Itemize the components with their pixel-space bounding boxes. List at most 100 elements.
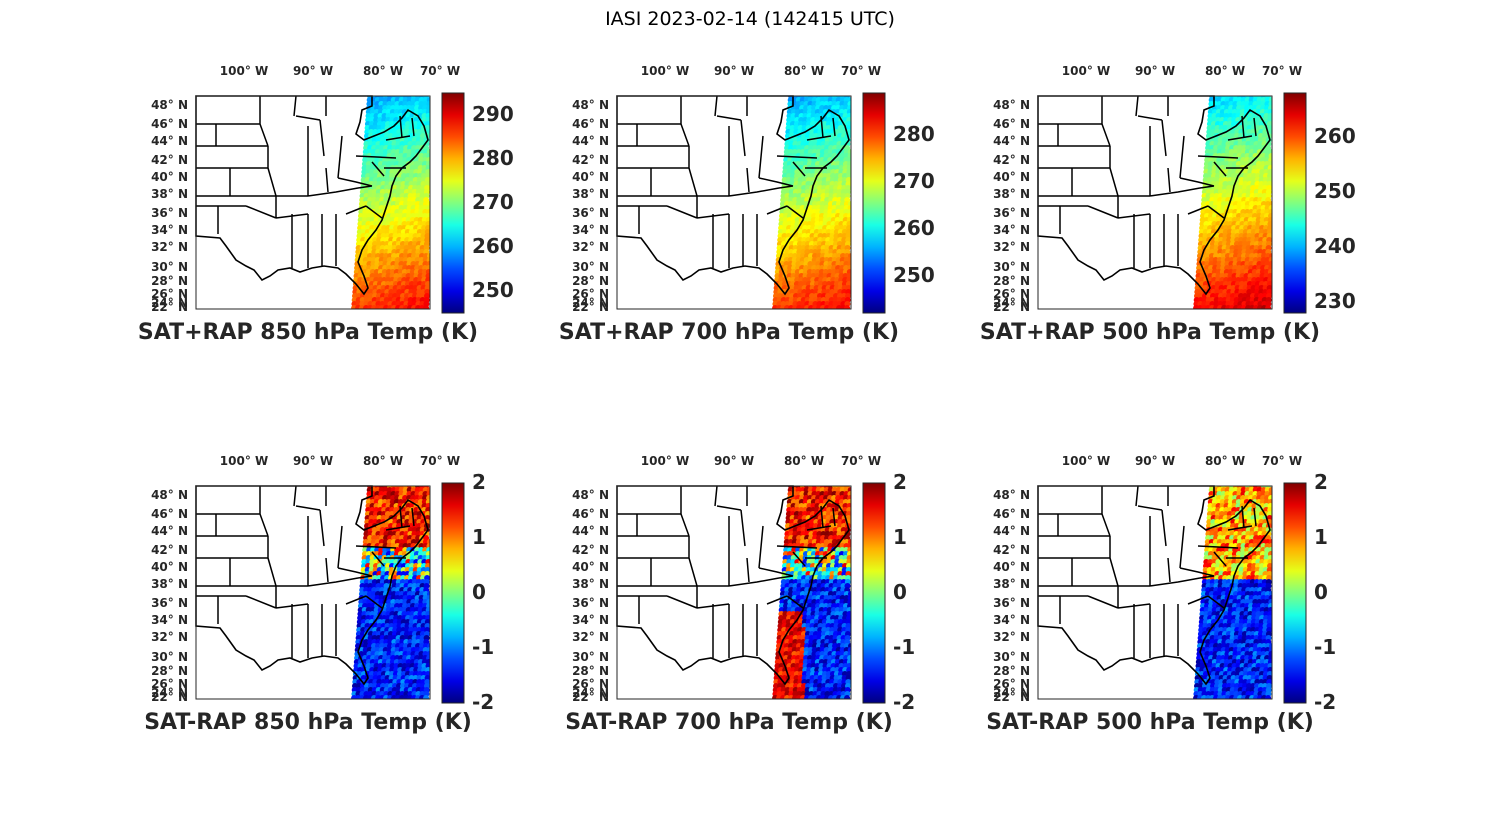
state-borders <box>196 485 415 658</box>
lat-tick-label: 46° N <box>993 506 1030 521</box>
colorbar-tick-label: 0 <box>1314 580 1328 604</box>
lat-tick-label: 36° N <box>993 596 1030 611</box>
colorbar-tick-label: 270 <box>893 168 935 193</box>
state-borders <box>1038 485 1257 658</box>
lon-tick-label: 70° W <box>840 454 882 468</box>
lat-tick-label: 44° N <box>993 523 1030 538</box>
lat-tick-label: 36° N <box>993 206 1030 221</box>
lat-tick-label: 22° N <box>151 690 188 704</box>
colorbar <box>441 92 465 314</box>
colorbar-tick-label: 240 <box>1314 234 1356 258</box>
lat-tick-label: 32° N <box>993 240 1030 255</box>
state-borders <box>196 95 415 268</box>
lon-tick-label: 100° W <box>640 454 690 468</box>
lat-tick-label: 24° N <box>572 685 609 700</box>
lat-tick-label: 40° N <box>572 170 609 185</box>
lat-tick-label: 30° N <box>993 649 1030 664</box>
lat-tick-label: 48° N <box>572 487 609 502</box>
lon-tick-label: 100° W <box>219 64 269 78</box>
swath-points <box>772 96 851 309</box>
state-borders <box>617 95 836 268</box>
lat-tick-label: 38° N <box>151 577 188 592</box>
lat-tick-label: 44° N <box>572 523 609 538</box>
colorbar-tick-label: 2 <box>893 470 907 494</box>
lat-tick-label: 24° N <box>572 295 609 310</box>
lat-tick-label: 28° N <box>993 274 1030 289</box>
lat-tick-label: 40° N <box>572 560 609 575</box>
panel-title: SAT+RAP 850 hPa Temp (K) <box>137 320 479 345</box>
lat-tick-label: 48° N <box>151 487 188 502</box>
lat-tick-label: 38° N <box>572 187 609 202</box>
coastline <box>616 485 850 686</box>
colorbar-tick-label: 1 <box>1314 525 1328 549</box>
lat-tick-label: 46° N <box>151 116 188 131</box>
lat-tick-label: 46° N <box>572 116 609 131</box>
map-frame <box>195 485 431 700</box>
lon-tick-label: 70° W <box>1261 64 1303 78</box>
lat-tick-label: 24° N <box>993 295 1030 310</box>
map-frame <box>616 485 852 700</box>
colorbar-tick-label: -2 <box>1314 690 1337 714</box>
lat-tick-label: 38° N <box>572 577 609 592</box>
map-frame <box>616 95 852 310</box>
lat-tick-label: 28° N <box>993 664 1030 679</box>
panel-title: SAT-RAP 850 hPa Temp (K) <box>144 710 472 735</box>
coastline <box>616 95 850 296</box>
colorbar <box>1283 92 1307 314</box>
lat-tick-label: 26° N <box>993 677 1030 692</box>
colorbar-tick-label: -1 <box>893 635 916 659</box>
lat-tick-label: 34° N <box>572 613 609 628</box>
lon-tick-label: 100° W <box>1061 454 1111 468</box>
lat-tick-label: 42° N <box>993 543 1030 558</box>
lat-tick-label: 34° N <box>151 613 188 628</box>
lat-tick-label: 26° N <box>572 677 609 692</box>
swath-points <box>1193 486 1272 699</box>
lat-tick-label: 36° N <box>572 206 609 221</box>
lon-tick-label: 90° W <box>1134 454 1176 468</box>
lon-tick-label: 70° W <box>419 454 461 468</box>
lat-tick-label: 40° N <box>993 560 1030 575</box>
lat-tick-label: 46° N <box>151 506 188 521</box>
lat-tick-label: 32° N <box>993 630 1030 645</box>
map-panel-2: 100° W 90° W 80° W 70° W 48° N 46° N 44° N 42° … <box>549 60 969 360</box>
panel-title: SAT+RAP 500 hPa Temp (K) <box>979 320 1321 345</box>
lat-tick-label: 38° N <box>151 187 188 202</box>
colorbar-tick-label: 250 <box>1314 179 1356 203</box>
swath-points <box>351 96 430 309</box>
lat-tick-label: 42° N <box>151 153 188 168</box>
map-frame <box>1037 95 1273 310</box>
lat-tick-label: 32° N <box>151 630 188 645</box>
swath-points <box>772 486 851 699</box>
map-panel-1: 100° W 90° W 80° W 70° W 48° N 46° N 44° N 42° … <box>128 60 548 360</box>
lat-tick-label: 36° N <box>151 206 188 221</box>
lat-tick-label: 42° N <box>572 153 609 168</box>
lat-tick-label: 26° N <box>572 287 609 302</box>
colorbar-tick-label: 270 <box>472 190 514 214</box>
lat-tick-label: 44° N <box>151 523 188 538</box>
lon-tick-label: 90° W <box>713 64 755 78</box>
colorbar <box>862 482 886 704</box>
lon-tick-label: 90° W <box>713 454 755 468</box>
map-frame <box>195 95 431 310</box>
colorbar-tick-label: 260 <box>472 234 514 258</box>
lat-tick-label: 42° N <box>993 153 1030 168</box>
map-panel-4: 100° W 90° W 80° W 70° W 48° N 46° N 44° N 42° … <box>128 450 548 750</box>
lat-tick-label: 32° N <box>572 630 609 645</box>
colorbar <box>862 92 886 314</box>
colorbar-tick-label: 230 <box>1314 289 1356 313</box>
colorbar-tick-label: 260 <box>893 215 935 240</box>
lat-tick-label: 28° N <box>572 664 609 679</box>
lat-tick-label: 44° N <box>572 133 609 148</box>
map-frame <box>1037 485 1273 700</box>
lat-tick-label: 36° N <box>572 596 609 611</box>
colorbar-tick-label: 250 <box>893 262 935 287</box>
state-borders <box>1038 95 1257 268</box>
lat-tick-label: 34° N <box>993 223 1030 238</box>
lat-tick-label: 32° N <box>151 240 188 255</box>
panel-title: SAT-RAP 500 hPa Temp (K) <box>986 710 1314 735</box>
lon-tick-label: 90° W <box>292 454 334 468</box>
lon-tick-label: 80° W <box>1204 64 1246 78</box>
colorbar-tick-label: 0 <box>472 580 486 604</box>
lon-tick-label: 100° W <box>219 454 269 468</box>
map-graphic <box>1037 92 1307 314</box>
